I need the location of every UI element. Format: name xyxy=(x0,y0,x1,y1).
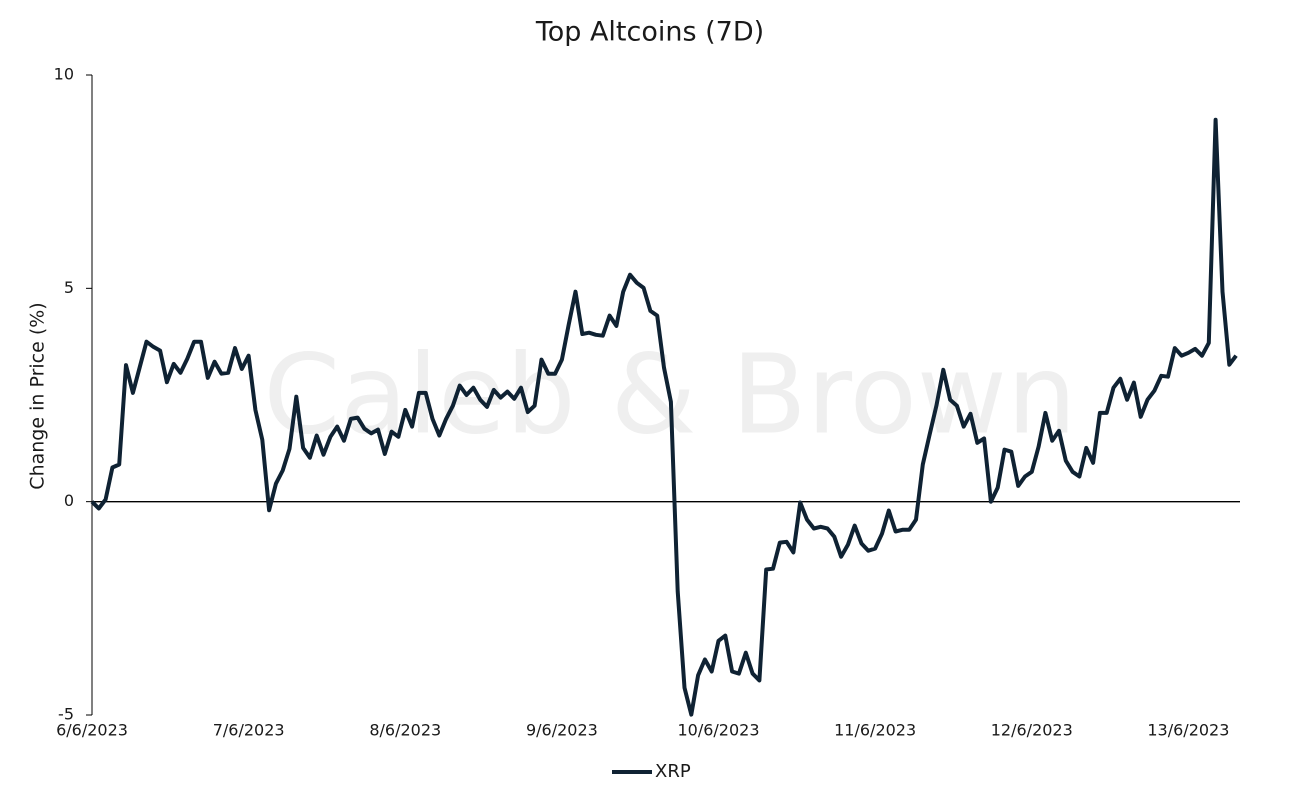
x-tick-label: 12/6/2023 xyxy=(991,721,1073,740)
x-tick-label: 10/6/2023 xyxy=(677,721,759,740)
x-tick-label: 6/6/2023 xyxy=(56,721,128,740)
y-tick-label: -5 xyxy=(58,705,74,724)
x-tick-label: 9/6/2023 xyxy=(526,721,598,740)
y-tick-label: 5 xyxy=(64,278,74,297)
x-tick-label: 11/6/2023 xyxy=(834,721,916,740)
data-line xyxy=(90,117,1238,717)
y-tick-label: 10 xyxy=(54,65,74,84)
y-axis-label: Change in Price (%) xyxy=(27,302,49,489)
x-tick-label: 13/6/2023 xyxy=(1147,721,1229,740)
y-tick-label: 0 xyxy=(64,491,74,510)
legend-label: XRP xyxy=(655,761,691,782)
chart-title: Top Altcoins (7D) xyxy=(535,17,764,48)
x-tick-label: 7/6/2023 xyxy=(213,721,285,740)
x-tick-label: 8/6/2023 xyxy=(369,721,441,740)
